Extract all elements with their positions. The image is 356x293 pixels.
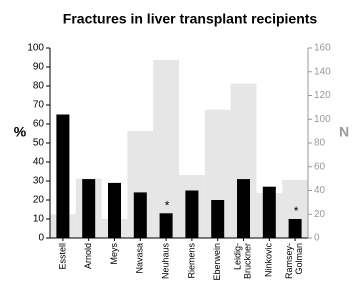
y-tick-label: 40: [33, 157, 45, 168]
y2-tick-label: 100: [314, 114, 331, 125]
x-tick-label: Ramsey-Golman: [284, 243, 304, 279]
x-tick-label: Arnold: [83, 243, 93, 269]
x-tick-label: Leidig-Bruckner: [233, 243, 253, 279]
y-tick-label: 30: [33, 176, 45, 187]
x-tick-label: Navasa: [135, 243, 145, 274]
y-tick-label: 0: [38, 233, 44, 244]
y-tick-label: 50: [33, 138, 45, 149]
y2-tick-label: 120: [314, 90, 331, 101]
annotation: *: [165, 198, 170, 212]
y-tick-label: 10: [33, 214, 45, 225]
x-tick-label: Esstell: [57, 243, 67, 270]
y2-tick-label: 80: [314, 138, 326, 149]
percent-bar: [211, 200, 225, 238]
percent-bar: [82, 179, 96, 238]
x-tick-label: Neuhaus: [160, 243, 170, 280]
percent-bar: [185, 190, 199, 238]
y2-tick-label: 20: [314, 209, 326, 220]
y2-axis-label: N: [339, 124, 349, 140]
y2-tick-label: 160: [314, 43, 331, 54]
n-bar: [153, 59, 179, 238]
y2-tick-label: 0: [314, 233, 320, 244]
annotation: *: [294, 204, 299, 218]
y-tick-label: 60: [33, 119, 45, 130]
x-tick-label: Riemens: [186, 243, 196, 279]
percent-bar: [262, 186, 276, 238]
percent-bar: [133, 192, 147, 238]
y2-tick-label: 60: [314, 161, 326, 172]
percent-bar: [56, 114, 70, 238]
y2-tick-label: 40: [314, 185, 326, 196]
percent-bar: [108, 182, 121, 238]
y-tick-label: 70: [33, 100, 45, 111]
y-tick-label: 80: [33, 81, 45, 92]
x-tick-label: Meys: [109, 243, 119, 265]
y-axis-label: %: [14, 124, 27, 140]
y-tick-label: 100: [27, 43, 44, 54]
percent-bar: [237, 179, 250, 238]
percent-bar: [288, 219, 302, 238]
x-tick-label: Eberwein: [212, 243, 222, 281]
y-tick-label: 90: [33, 62, 45, 73]
chart-title: Fractures in liver transplant recipients: [63, 11, 318, 27]
x-tick-label: Ninkovic: [264, 243, 274, 278]
percent-bar: [159, 213, 173, 238]
y-tick-label: 20: [33, 195, 45, 206]
y2-tick-label: 140: [314, 66, 331, 77]
